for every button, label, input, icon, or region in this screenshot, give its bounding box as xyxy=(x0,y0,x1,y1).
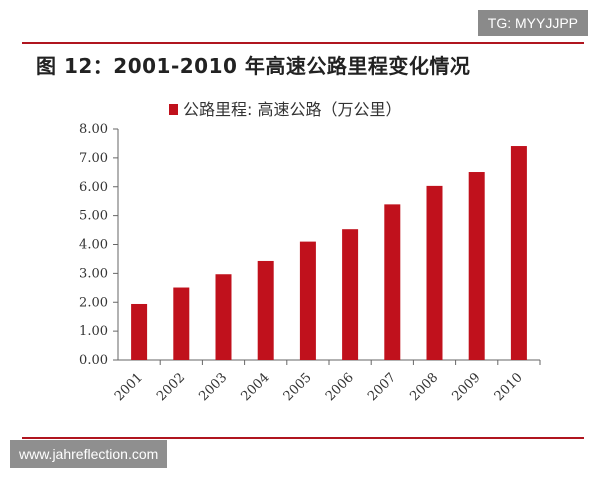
bar xyxy=(426,185,443,360)
x-tick-label: 2004 xyxy=(239,370,273,404)
bar xyxy=(215,274,232,360)
legend-label: 公路里程: 高速公路（万公里） xyxy=(183,100,401,119)
y-tick-label: 7.00 xyxy=(79,151,108,166)
x-tick-label: 2005 xyxy=(281,370,315,404)
y-tick-label: 6.00 xyxy=(79,180,108,195)
bar xyxy=(257,260,274,360)
x-tick-label: 2010 xyxy=(492,370,526,404)
tg-badge: TG: MYYJJPP xyxy=(477,10,588,36)
x-tick-label: 2006 xyxy=(323,370,357,404)
y-tick-label: 2.00 xyxy=(79,295,108,310)
y-tick-label: 3.00 xyxy=(79,266,108,281)
footer-rule xyxy=(22,437,584,439)
y-tick-label: 1.00 xyxy=(79,324,108,339)
bar xyxy=(384,204,401,360)
y-tick-label: 4.00 xyxy=(79,238,108,253)
x-tick-label: 2009 xyxy=(450,370,484,404)
chart-title: 图 12：2001-2010 年高速公路里程变化情况 xyxy=(36,54,471,78)
x-tick-label: 2003 xyxy=(196,370,230,404)
bar xyxy=(510,146,527,360)
legend-swatch xyxy=(169,104,178,115)
bar xyxy=(299,241,316,360)
header-rule xyxy=(22,42,584,44)
x-tick-label: 2008 xyxy=(407,370,441,404)
x-tick-label: 2002 xyxy=(154,370,188,404)
y-tick-label: 5.00 xyxy=(79,209,108,224)
bar xyxy=(342,229,359,360)
watermark-url: www.jahreflection.com xyxy=(10,440,168,468)
x-tick-label: 2001 xyxy=(112,370,146,404)
bar xyxy=(468,172,485,360)
y-tick-label: 8.00 xyxy=(79,122,108,137)
x-tick-label: 2007 xyxy=(365,370,399,404)
bar xyxy=(131,303,148,360)
bar xyxy=(173,287,190,360)
y-tick-label: 0.00 xyxy=(79,353,108,368)
